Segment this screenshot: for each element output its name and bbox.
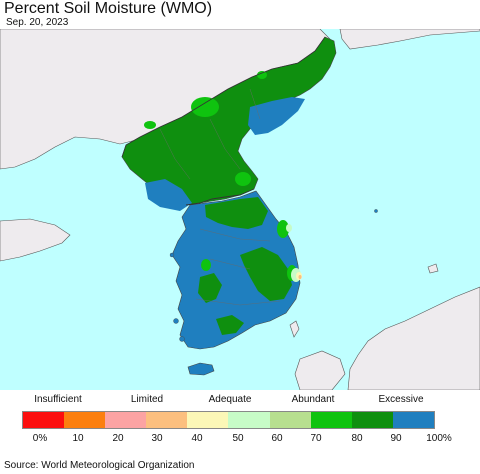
legend-tick-labels: 0% 10 20 30 40 50 60 70 80 90 100% — [0, 433, 480, 447]
jeju-island — [187, 362, 215, 376]
legend-swatch-9 — [392, 412, 434, 428]
kyushu-land — [294, 350, 346, 390]
legend-swatch-8 — [351, 412, 393, 428]
legend-swatch-5 — [228, 412, 270, 428]
nk-lightgreen-4 — [235, 172, 251, 186]
legend-tick: 90 — [390, 433, 402, 444]
map-title: Percent Soil Moisture (WMO) — [4, 0, 213, 17]
legend-tick: 60 — [271, 433, 283, 444]
sk-lightgreen-2 — [201, 259, 211, 271]
legend-tick: 100% — [426, 433, 452, 444]
sk-lightgreen-1 — [277, 220, 289, 238]
nk-lightgreen-1 — [191, 97, 219, 117]
legend-category-insufficient: Insufficient — [34, 394, 82, 405]
sk-green-3 — [198, 273, 222, 303]
ulleung-island — [374, 209, 378, 213]
legend-swatch-7 — [310, 412, 352, 428]
shandong-land — [0, 218, 71, 262]
sk-green-1 — [205, 197, 268, 229]
russia-land — [339, 29, 480, 50]
china-nk-border — [121, 36, 326, 158]
legend-swatch-0 — [23, 412, 65, 428]
legend-tick: 40 — [191, 433, 203, 444]
legend-tick: 10 — [72, 433, 84, 444]
legend-swatch-4 — [187, 412, 229, 428]
legend-tick: 0% — [32, 433, 48, 444]
soil-moisture-map — [0, 29, 480, 390]
legend-tick: 70 — [310, 433, 322, 444]
legend-category-adequate: Adequate — [208, 394, 252, 405]
oki-island — [427, 263, 439, 274]
legend-tick: 20 — [112, 433, 124, 444]
legend-swatch-3 — [146, 412, 188, 428]
legend-category-excessive: Excessive — [378, 394, 424, 405]
nk-blue-east — [248, 97, 305, 135]
legend-swatch-2 — [105, 412, 147, 428]
legend-tick: 30 — [151, 433, 163, 444]
sk-orange-spot — [298, 275, 302, 279]
legend-tick: 50 — [232, 433, 244, 444]
sk-green-2 — [240, 247, 292, 301]
legend-category-abundant: Abundant — [291, 394, 335, 405]
legend-swatch-6 — [269, 412, 311, 428]
sk-green-4 — [216, 315, 244, 335]
map-date: Sep. 20, 2023 — [6, 17, 69, 28]
dmz-border — [185, 188, 255, 206]
legend-color-bar — [22, 411, 435, 429]
sw-island-3 — [169, 252, 175, 258]
province-lines — [159, 88, 281, 306]
legend-tick: 80 — [351, 433, 363, 444]
sw-island-1 — [173, 318, 179, 324]
nk-lightgreen-2 — [144, 121, 156, 129]
nk-blue-west — [145, 179, 192, 211]
legend-swatch-1 — [64, 412, 106, 428]
tsushima-island — [289, 320, 300, 338]
legend-category-labels: Insufficient Limited Adequate Abundant E… — [0, 394, 480, 408]
nk-lightgreen-3 — [257, 71, 267, 79]
japan-land — [347, 286, 480, 390]
south-korea — [171, 190, 301, 350]
sw-island-2 — [179, 336, 185, 342]
source-credit: Source: World Meteorological Organizatio… — [4, 460, 195, 471]
legend-category-limited: Limited — [130, 394, 164, 405]
sk-pale-spot-2 — [286, 224, 292, 232]
